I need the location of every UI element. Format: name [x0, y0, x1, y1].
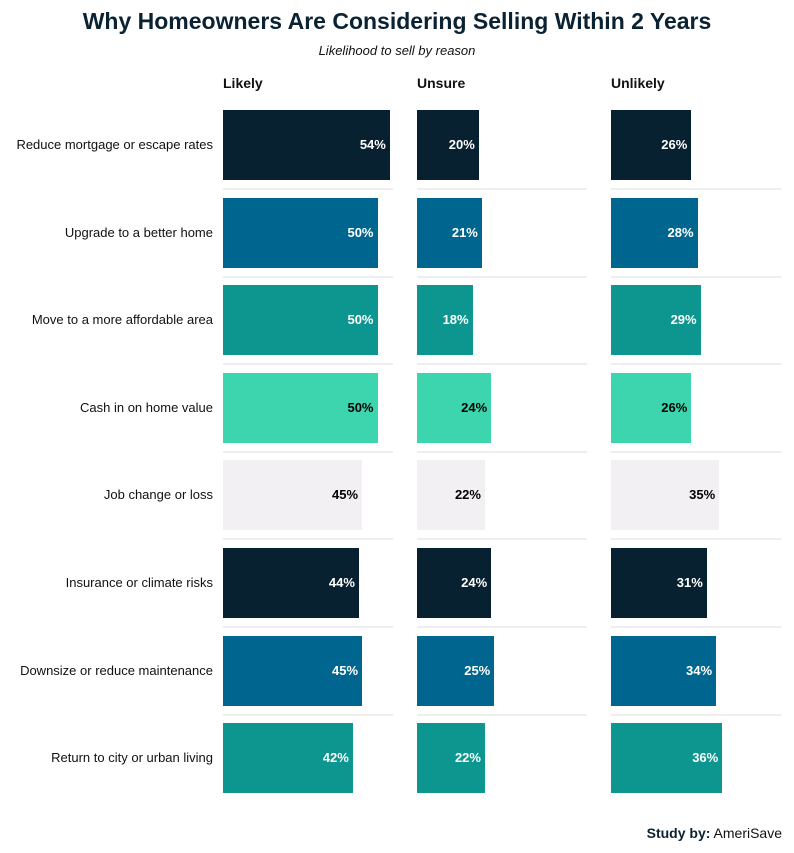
- data-label: 42%: [322, 750, 349, 766]
- row-separator: [611, 450, 781, 453]
- row-separator: [223, 363, 393, 366]
- bar: [611, 635, 717, 706]
- bar: [223, 635, 363, 706]
- bar: [223, 110, 390, 180]
- bar: [223, 548, 359, 618]
- category-label: Cash in on home value: [80, 399, 213, 415]
- data-label: 22%: [454, 750, 481, 766]
- row-separator: [417, 626, 587, 628]
- row-separator: [611, 713, 781, 716]
- bar: [611, 460, 720, 531]
- bar: [611, 372, 692, 443]
- data-label: 24%: [461, 399, 488, 415]
- data-label: 44%: [328, 575, 355, 590]
- row-separator: [417, 713, 587, 716]
- bar: [223, 460, 363, 531]
- column-header-unlikely: Unlikely: [611, 75, 665, 91]
- data-label: 24%: [461, 575, 488, 590]
- data-label: 20%: [448, 137, 475, 152]
- bar: [417, 635, 495, 706]
- category-label: Reduce mortgage or escape rates: [16, 137, 213, 152]
- chart-subtitle: Likelihood to sell by reason: [318, 43, 476, 58]
- row-separator: [417, 188, 587, 190]
- data-label: 50%: [347, 312, 374, 328]
- source-prefix: Study by:: [646, 825, 711, 841]
- bar: [611, 723, 723, 794]
- data-label: 21%: [451, 224, 478, 240]
- data-label: 22%: [454, 487, 481, 503]
- source-credit: Study by: AmeriSave: [647, 825, 782, 841]
- bar: [611, 548, 707, 618]
- bar: [417, 110, 479, 180]
- row-separator: [417, 275, 587, 278]
- bar: [223, 285, 378, 356]
- row-separator: [417, 450, 587, 453]
- row-separator: [611, 626, 781, 628]
- category-label: Upgrade to a better home: [64, 224, 213, 240]
- data-label: 18%: [442, 312, 469, 328]
- row-separator: [611, 188, 781, 190]
- row-separator: [417, 538, 587, 541]
- row-separator: [223, 713, 393, 716]
- bar: [417, 723, 485, 794]
- row-separator: [223, 450, 393, 453]
- data-label: 50%: [347, 224, 374, 240]
- category-label: Downsize or reduce maintenance: [20, 662, 213, 678]
- column-header-unsure: Unsure: [417, 75, 466, 91]
- category-label: Move to a more affordable area: [31, 312, 213, 328]
- bar: [611, 110, 692, 180]
- data-label: 25%: [464, 662, 491, 678]
- bar: [417, 285, 473, 356]
- category-label: Insurance or climate risks: [65, 575, 213, 590]
- bar: [611, 285, 701, 356]
- bar: [417, 197, 482, 268]
- data-label: 26%: [661, 399, 688, 415]
- data-label: 45%: [332, 662, 359, 678]
- row-separator: [223, 538, 393, 541]
- row-separator: [611, 363, 781, 366]
- row-separator: [223, 626, 393, 628]
- row-separator: [611, 275, 781, 278]
- bar: [417, 548, 492, 618]
- row-separator: [223, 188, 393, 190]
- row-separator: [223, 275, 393, 278]
- data-label: 28%: [667, 224, 694, 240]
- data-label: 50%: [347, 399, 374, 415]
- row-separator: [611, 538, 781, 541]
- bar: [417, 460, 485, 531]
- bar: [417, 372, 492, 443]
- column-header-likely: Likely: [223, 75, 263, 91]
- chart-title: Why Homeowners Are Considering Selling W…: [82, 8, 712, 34]
- data-label: 36%: [692, 750, 719, 766]
- category-label: Job change or loss: [103, 487, 213, 503]
- row-separator: [417, 363, 587, 366]
- data-label: 35%: [689, 487, 716, 503]
- source-name: AmeriSave: [713, 825, 782, 841]
- bar: [223, 197, 378, 268]
- data-label: 54%: [359, 137, 386, 152]
- data-label: 26%: [661, 137, 688, 152]
- data-label: 31%: [676, 575, 703, 590]
- category-label: Return to city or urban living: [51, 750, 213, 766]
- bar: [223, 372, 378, 443]
- bar: [611, 197, 698, 268]
- bar: [223, 723, 353, 794]
- data-label: 29%: [670, 312, 697, 328]
- data-label: 45%: [332, 487, 359, 503]
- data-label: 34%: [686, 662, 713, 678]
